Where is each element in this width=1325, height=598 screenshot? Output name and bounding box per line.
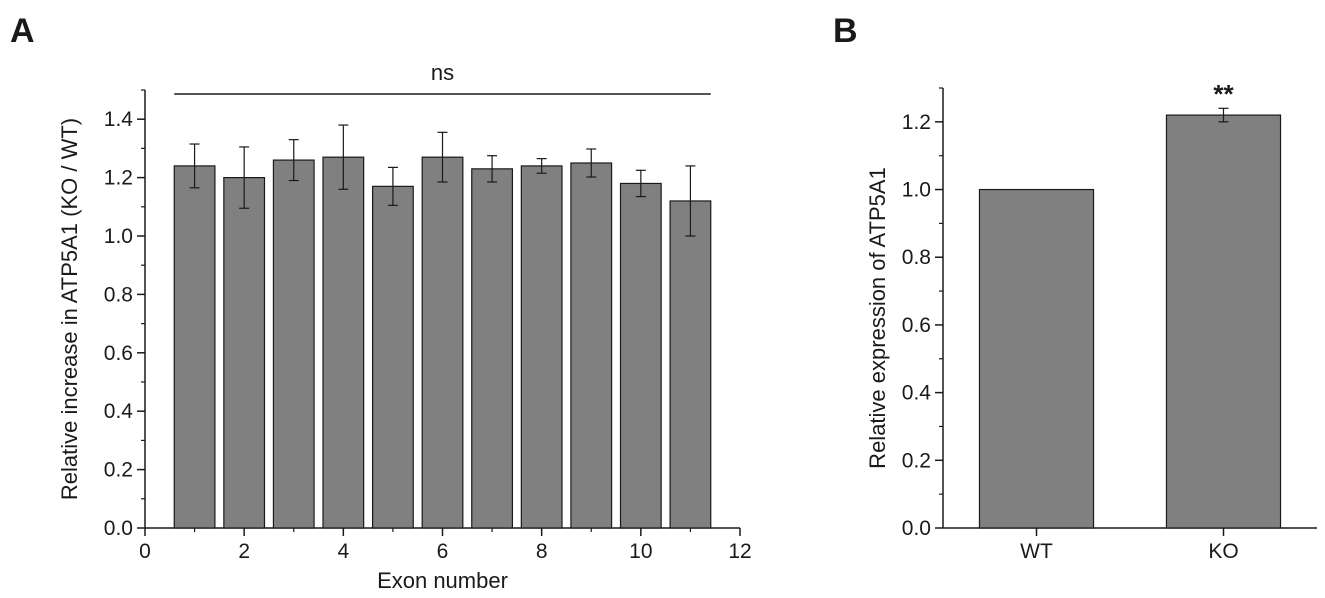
- bar: [669, 200, 712, 529]
- panel-a-x-ticks: 0 2 4 6 8 10 12: [139, 528, 752, 563]
- panel-b: B 0.0 0.2 0.4 0.6 0.8 1.0 1.2 WT KO ** Relative…: [833, 12, 1317, 563]
- x-tick-label: WT: [1020, 540, 1053, 563]
- panel-b-y-ticks: 0.0 0.2 0.4 0.6 0.8 1.0 1.2: [902, 87, 943, 540]
- bar: [1165, 114, 1282, 529]
- x-tick-label: KO: [1208, 540, 1238, 563]
- y-tick-label: 1.2: [902, 111, 931, 134]
- x-tick-label: 2: [238, 540, 250, 563]
- panel-b-bars: [978, 107, 1282, 529]
- y-tick-label: 0.0: [104, 517, 133, 540]
- panel-a-letter: A: [10, 12, 35, 50]
- y-tick-label: 0.8: [902, 246, 931, 269]
- x-tick-label: 4: [337, 540, 349, 563]
- bar: [272, 159, 315, 529]
- y-tick-label: 1.4: [104, 108, 134, 131]
- bar: [223, 177, 266, 529]
- bar: [421, 156, 464, 529]
- y-tick-label: 1.0: [902, 179, 931, 202]
- x-tick-label: 12: [728, 540, 751, 563]
- bar: [570, 162, 613, 529]
- panel-b-letter: B: [833, 12, 858, 50]
- bar: [173, 165, 216, 529]
- panel-b-x-ticks: WT KO: [1020, 528, 1239, 563]
- x-tick-label: 10: [629, 540, 652, 563]
- y-tick-label: 0.2: [902, 449, 931, 472]
- panel-a-y-axis-title: Relative increase in ATP5A1 (KO / WT): [57, 118, 82, 500]
- y-tick-label: 0.0: [902, 517, 931, 540]
- x-tick-label: 6: [437, 540, 449, 563]
- bar: [471, 168, 514, 529]
- bar: [978, 188, 1095, 529]
- y-tick-label: 0.8: [104, 283, 133, 306]
- y-tick-label: 0.2: [104, 459, 133, 482]
- panel-a: A 0.00.20.40.60.81.01.21.4 0 2 4 6 8 10 12 ns …: [10, 12, 752, 593]
- x-tick-label: 8: [536, 540, 548, 563]
- y-tick-label: 1.0: [104, 225, 133, 248]
- bar: [619, 182, 662, 529]
- panel-b-significance-label: **: [1213, 79, 1234, 109]
- y-tick-label: 0.4: [902, 382, 932, 405]
- bar: [371, 185, 414, 529]
- y-tick-label: 0.6: [104, 342, 133, 365]
- panel-a-x-axis-title: Exon number: [377, 568, 508, 593]
- panel-a-significance-label: ns: [431, 60, 454, 85]
- y-tick-label: 0.4: [104, 400, 134, 423]
- panel-b-y-axis-title: Relative expression of ATP5A1: [865, 167, 890, 469]
- bar: [322, 156, 365, 529]
- y-tick-label: 1.2: [104, 167, 133, 190]
- y-tick-label: 0.6: [902, 314, 931, 337]
- bar: [520, 165, 563, 529]
- panel-a-y-ticks: 0.0 0.2 0.4 0.6 0.8 1.0 1.2 1.4: [104, 89, 145, 540]
- x-tick-label: 0: [139, 540, 151, 563]
- panel-a-bars: [173, 124, 712, 529]
